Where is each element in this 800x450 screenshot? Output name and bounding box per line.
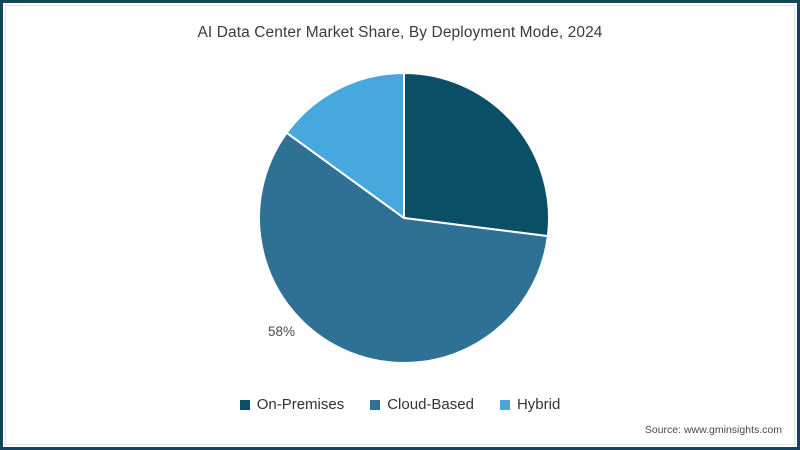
pie-slice-cloud-based[interactable]	[258, 131, 549, 364]
legend-label-cloud-based: Cloud-Based	[387, 396, 474, 413]
pie-slice-group	[258, 72, 550, 364]
legend-swatch-icon-hybrid	[499, 399, 510, 410]
legend-item-on-premises[interactable]: On-Premises	[239, 396, 345, 413]
pie-svg	[258, 72, 550, 364]
pie-chart	[258, 72, 550, 364]
pie-slice-hybrid[interactable]	[285, 72, 405, 219]
legend-label-hybrid: Hybrid	[516, 396, 561, 413]
legend-item-hybrid[interactable]: Hybrid	[499, 396, 561, 413]
legend-swatch-icon-cloud-based	[370, 399, 381, 410]
pie-slice-on-premises[interactable]	[403, 72, 550, 238]
source-attribution: Source: www.gminsights.com	[644, 424, 782, 436]
legend-label-on-premises: On-Premises	[256, 396, 345, 413]
slice-label-cloud-based: 58%	[268, 324, 296, 339]
legend-swatch-icon-on-premises	[239, 399, 250, 410]
chart-legend: On-Premises Cloud-Based Hybrid	[0, 396, 800, 413]
legend-item-cloud-based[interactable]: Cloud-Based	[370, 396, 474, 413]
chart-title: AI Data Center Market Share, By Deployme…	[197, 24, 603, 41]
